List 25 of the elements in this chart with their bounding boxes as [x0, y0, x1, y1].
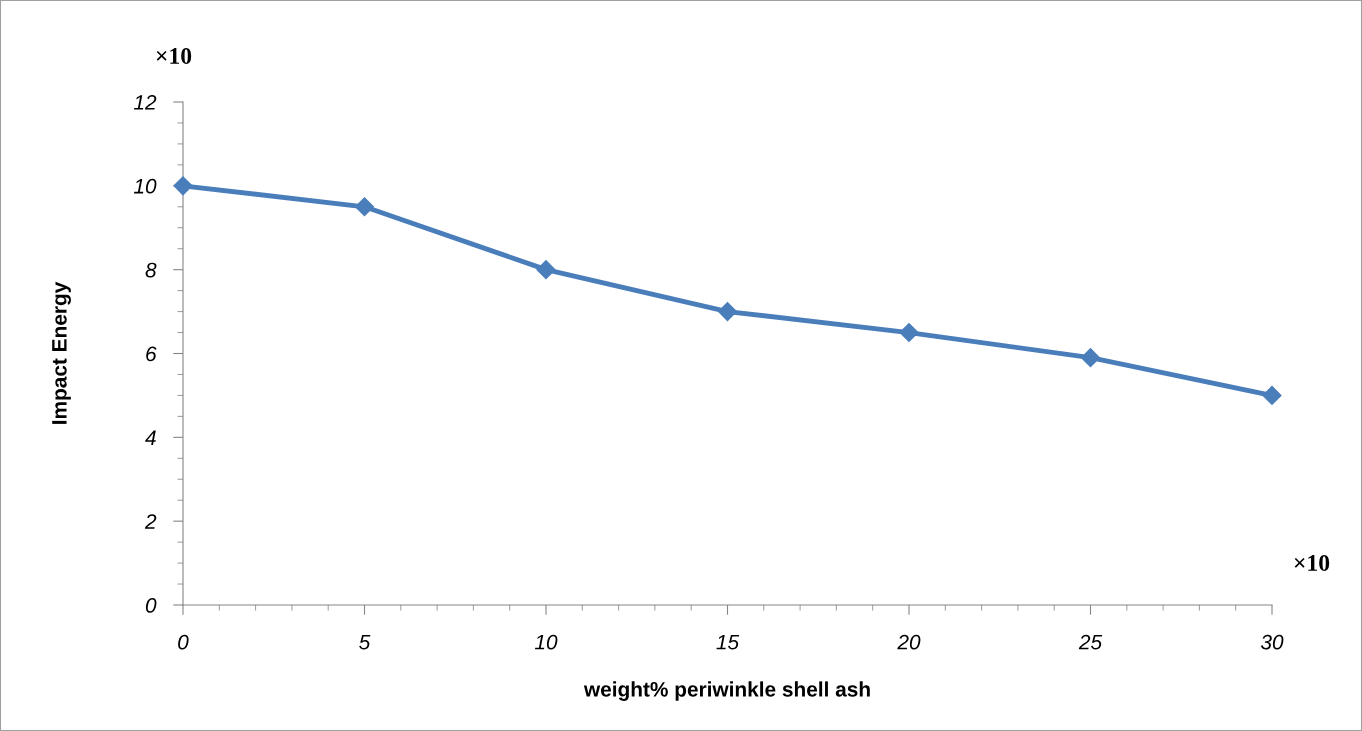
point [173, 176, 193, 196]
text: ×10 [156, 47, 192, 64]
x-tick-label: 15 [716, 634, 740, 650]
x-tick-label: 0 [178, 634, 189, 650]
y-tick-label: 10 [133, 178, 157, 194]
point [1262, 385, 1282, 405]
x-tick-label: 5 [359, 634, 371, 650]
point [1080, 348, 1101, 368]
point [899, 323, 919, 343]
x-tick-label: 10 [534, 634, 558, 650]
y-axis-title: Impact Energy [52, 281, 71, 424]
point [536, 260, 556, 280]
y-tick-label: 4 [145, 430, 156, 445]
text: ×10 [1294, 554, 1330, 571]
x-tick-label: 30 [1260, 634, 1284, 650]
y-tick-label: 6 [146, 346, 157, 362]
x-tick-label: 25 [1078, 634, 1103, 650]
y-tick-label: 12 [133, 95, 157, 110]
x-axis-title: weight% periwinkle shell ash [583, 681, 870, 701]
y-tick-label: 8 [145, 262, 157, 278]
x-tick-label: 20 [897, 634, 921, 650]
y-tick-label: 0 [145, 598, 157, 613]
point [354, 197, 375, 217]
point [717, 302, 738, 322]
y-tick-label: 2 [144, 514, 157, 529]
